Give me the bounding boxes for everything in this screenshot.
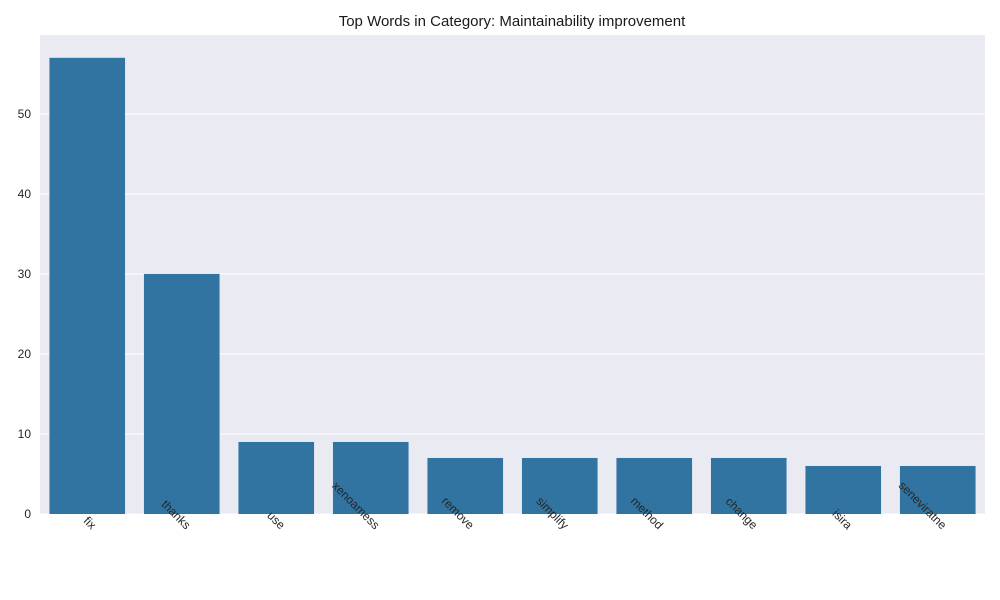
bar-seneviratne [899, 465, 976, 514]
bar-thanks [143, 273, 220, 514]
bar-use [238, 441, 315, 514]
y-tick-label: 20 [18, 347, 32, 361]
bar-xenoamess [332, 441, 409, 514]
bars [49, 57, 976, 515]
y-tick-label: 40 [18, 187, 32, 201]
x-tick-label-fix: fix [81, 514, 99, 532]
bar-fix [49, 57, 126, 515]
y-tick-label: 10 [18, 427, 32, 441]
bar-remove [427, 457, 504, 514]
bar-isira [805, 465, 882, 514]
bar-simplify [521, 457, 598, 514]
y-tick-label: 30 [18, 267, 32, 281]
y-axis-ticks: 0 10 20 30 40 50 [18, 107, 32, 521]
chart-title: Top Words in Category: Maintainability i… [339, 13, 686, 30]
bar-method [616, 457, 693, 514]
bar-change [710, 457, 787, 514]
y-tick-label: 50 [18, 107, 32, 121]
y-tick-label: 0 [24, 507, 31, 521]
